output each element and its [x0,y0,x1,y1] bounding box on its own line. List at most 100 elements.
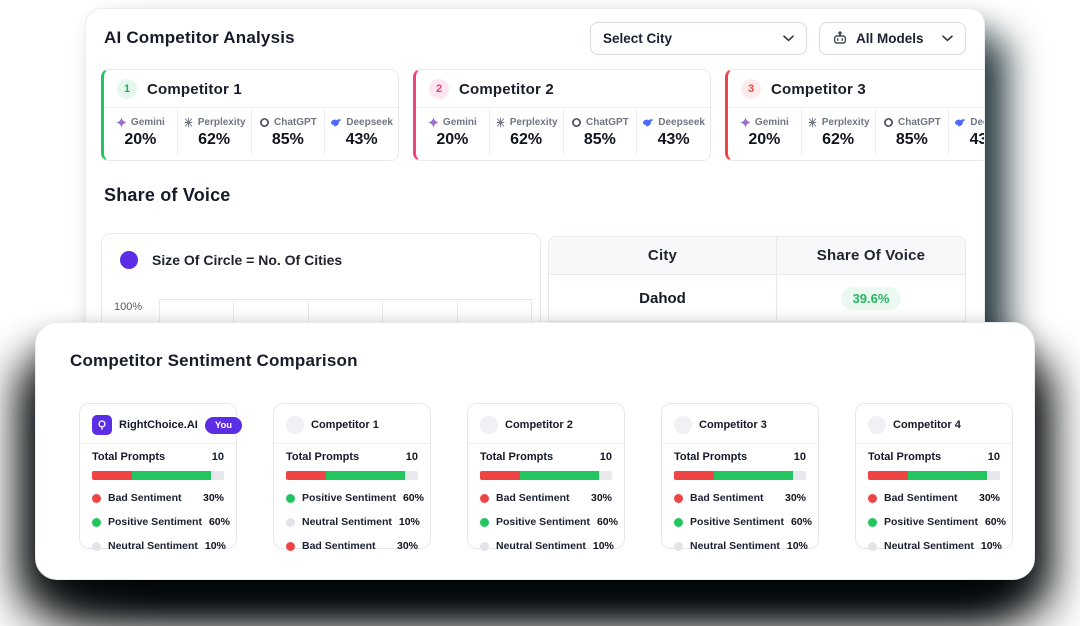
total-prompts-label: Total Prompts [286,451,360,463]
sentiment-card-competitor-4: Competitor 4 Total Prompts 10 Bad Sentim… [855,403,1013,552]
total-prompts-value: 10 [405,451,418,463]
perplexity-icon [807,117,818,128]
sentiment-row: Neutral Sentiment 10% [286,516,420,528]
total-prompts-label: Total Prompts [868,451,942,463]
chatgpt-stat: ChatGPT 85% [874,108,949,155]
sentiment-label: Positive Sentiment [496,516,590,528]
y-axis-tick: 100% [114,301,143,313]
header-controls: Select City All Models [590,21,966,55]
sentiment-label: Positive Sentiment [108,516,202,528]
sentiment-label: Neutral Sentiment [302,516,392,528]
model-label: Perplexity [197,117,246,128]
model-value: 62% [198,131,231,148]
select-city-dropdown[interactable]: Select City [590,21,807,55]
sentiment-card-competitor-3: Competitor 3 Total Prompts 10 Bad Sentim… [661,403,819,552]
chevron-down-icon [783,34,794,42]
all-models-value: All Models [856,30,924,46]
panel-header: AI Competitor Analysis Select City [86,9,984,67]
model-value: 62% [822,131,855,148]
total-prompts-row: Total Prompts 10 [674,451,806,463]
total-prompts-value: 10 [793,451,806,463]
positive-segment [713,471,793,480]
sentiment-value: 30% [978,492,1000,504]
table-row: Dahod 39.6% [549,275,965,321]
gemini-icon [427,117,439,128]
model-value: 20% [124,131,157,148]
sentiment-value: 10% [204,540,226,552]
sentiment-dot-icon [480,541,489,551]
model-value: 85% [895,131,928,148]
robot-icon [832,30,848,46]
competitor-2-card: 2 Competitor 2 Gemini 20% Perplexity 62%… [413,69,711,161]
sentiment-row: Bad Sentiment 30% [92,492,224,504]
chatgpt-icon [883,117,894,128]
competitor-avatar [480,416,498,434]
competitor-1-card: 1 Competitor 1 Gemini 20% Perplexity 62%… [101,69,399,161]
page-title: AI Competitor Analysis [104,28,295,47]
sentiment-label: Bad Sentiment [108,492,182,504]
competitor-avatar [674,416,692,434]
total-prompts-label: Total Prompts [480,451,554,463]
all-models-dropdown[interactable]: All Models [819,21,966,55]
bad-segment [480,471,520,480]
sentiment-value: 60% [596,516,618,528]
sentiment-dot-icon [674,541,683,551]
sentiment-dot-icon [480,517,489,527]
bad-segment [286,471,326,480]
sentiment-card-header: Competitor 1 [286,413,418,437]
bubble-legend-dot-icon [120,251,138,269]
sentiment-dot-icon [286,517,295,527]
sentiment-stacked-bar [480,471,612,480]
model-label: Perplexity [509,117,558,128]
sentiment-row: Bad Sentiment 30% [868,492,1000,504]
rightchoice-logo-icon [92,415,112,435]
sentiment-value: 10% [592,540,614,552]
positive-segment [519,471,599,480]
model-stats-row: Gemini 20% Perplexity 62% ChatGPT 85% De… [728,108,984,155]
sentiment-row: Positive Sentiment 60% [92,516,230,528]
sentiment-row: Positive Sentiment 60% [674,516,812,528]
perplexity-stat: Perplexity 62% [176,108,251,155]
gemini-stat: Gemini 20% [416,108,489,155]
divider [856,443,1012,444]
sentiment-row: Bad Sentiment 30% [286,540,418,552]
sentiment-dot-icon [868,493,877,503]
sentiment-stacked-bar [92,471,224,480]
sentiment-rows: Bad Sentiment 30% Positive Sentiment 60%… [868,492,1006,552]
sentiment-card-rightchoice: RightChoice.AI You Total Prompts 10 Bad … [79,403,243,552]
deepseek-icon [642,117,654,128]
sentiment-value: 30% [396,540,418,552]
sentiment-dot-icon [92,493,101,503]
model-label: ChatGPT [273,117,317,128]
sentiment-dot-icon [480,493,489,503]
total-prompts-value: 10 [987,451,1000,463]
model-stats-row: Gemini 20% Perplexity 62% ChatGPT 85% De… [416,108,710,155]
perplexity-stat: Perplexity 62% [488,108,563,155]
sentiment-row: Neutral Sentiment 10% [868,540,1002,552]
perplexity-icon [495,117,506,128]
sentiment-label: Neutral Sentiment [108,540,198,552]
sentiment-value: 10% [398,516,420,528]
sentiment-label: Bad Sentiment [496,492,570,504]
sentiment-value: 60% [402,492,424,504]
competitor-avatar [286,416,304,434]
competitor-name: Competitor 4 [893,419,961,431]
share-of-voice-title: Share of Voice [104,185,231,205]
competitor-name: Competitor 3 [699,419,767,431]
sentiment-dot-icon [92,517,101,527]
sentiment-label: Positive Sentiment [884,516,978,528]
legend-label: Size Of Circle = No. Of Cities [152,252,343,268]
sentiment-row: Positive Sentiment 60% [286,492,424,504]
chatgpt-stat: ChatGPT 85% [250,108,325,155]
sentiment-label: Bad Sentiment [884,492,958,504]
model-label: Deepseek [658,117,705,128]
bad-segment [674,471,714,480]
total-prompts-row: Total Prompts 10 [286,451,418,463]
model-value: 85% [271,131,304,148]
deepseek-stat: Deepseek 43% [636,108,710,155]
competitor-card-header: 2 Competitor 2 [416,70,710,108]
positive-segment [907,471,987,480]
total-prompts-label: Total Prompts [92,451,166,463]
sentiment-card-competitor-2: Competitor 2 Total Prompts 10 Bad Sentim… [467,403,625,552]
sentiment-dot-icon [674,517,683,527]
